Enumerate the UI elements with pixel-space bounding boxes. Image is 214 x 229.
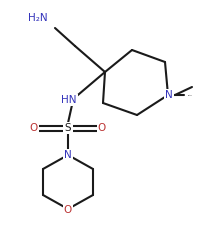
Text: methyl: methyl xyxy=(188,94,193,96)
Text: N: N xyxy=(165,90,173,100)
Text: O: O xyxy=(30,123,38,133)
Text: H₂N: H₂N xyxy=(28,13,48,23)
Text: S: S xyxy=(65,123,71,133)
Text: N: N xyxy=(64,150,72,160)
Text: HN: HN xyxy=(61,95,77,105)
Text: O: O xyxy=(98,123,106,133)
Text: O: O xyxy=(64,205,72,215)
